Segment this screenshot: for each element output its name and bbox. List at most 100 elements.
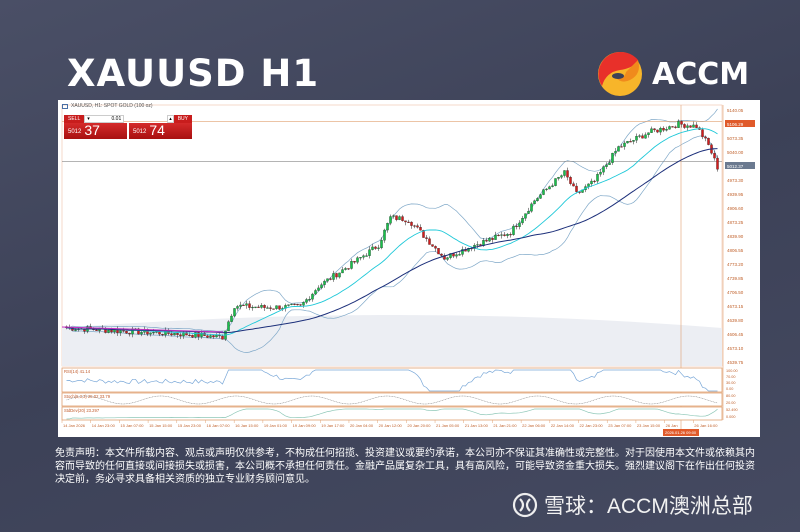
candle-bearish — [569, 177, 572, 184]
candle-bearish — [689, 125, 692, 128]
price-tick-label: 5106.29 — [727, 122, 744, 127]
candle-bullish — [119, 330, 122, 333]
candle-bearish — [329, 278, 332, 280]
time-tick-label: 20 Jan 12:00 — [379, 423, 403, 428]
candle-bearish — [629, 141, 632, 143]
candle-bearish — [248, 303, 251, 308]
candle-bullish — [542, 189, 545, 195]
increase-icon[interactable]: ▴ — [167, 115, 174, 123]
price-tick-label: 4539.75 — [727, 360, 744, 365]
price-tick-label: 4706.50 — [727, 290, 744, 295]
candle-bearish — [374, 246, 377, 249]
candle-bearish — [206, 335, 209, 338]
candle-bullish — [611, 152, 614, 163]
sell-price-big: 37 — [84, 122, 100, 138]
time-tick-label: 22 Jan 06:00 — [522, 423, 546, 428]
candle-bearish — [440, 253, 443, 256]
indicator-tick-label: 80.00 — [726, 394, 736, 398]
candle-bullish — [356, 257, 359, 263]
candle-bearish — [269, 307, 272, 309]
price-tag — [725, 162, 755, 169]
bollinger-lower — [66, 135, 718, 353]
candle-bullish — [239, 304, 242, 307]
candle-bullish — [290, 303, 293, 305]
candle-bullish — [308, 299, 311, 301]
indicator-panel-stoch — [61, 392, 723, 407]
candle-bullish — [317, 287, 320, 291]
candle-bearish — [656, 129, 659, 133]
candle-bearish — [620, 146, 623, 148]
candle-bearish — [401, 216, 404, 221]
candle-bullish — [539, 194, 542, 199]
candle-bearish — [431, 244, 434, 247]
time-tick-label: 26 Jan 16:00 — [694, 423, 718, 428]
indicator-tick-label: 100.00 — [726, 369, 738, 373]
indicator-line — [66, 395, 718, 405]
candle-bearish — [593, 180, 596, 182]
candle-bullish — [326, 278, 329, 282]
candle-bullish — [668, 126, 671, 130]
candle-bearish — [641, 135, 644, 139]
candle-bearish — [407, 221, 410, 223]
candle-bullish — [323, 280, 326, 285]
candle-bullish — [266, 307, 269, 309]
price-tick-label: 4773.20 — [727, 262, 744, 267]
candle-bullish — [587, 183, 590, 187]
indicator-line — [66, 408, 718, 420]
candle-bullish — [368, 249, 371, 256]
candle-bearish — [137, 328, 140, 335]
sell-button[interactable]: SELL ▾ 0.01 5012 37 — [64, 115, 127, 139]
candle-bullish — [605, 164, 608, 167]
moving-average-fast — [66, 128, 718, 336]
candle-bearish — [437, 248, 440, 255]
candle-bullish — [338, 272, 341, 278]
candle-bullish — [314, 290, 317, 295]
candle-bullish — [446, 257, 449, 260]
candle-bullish — [488, 238, 491, 242]
candle-bullish — [287, 304, 290, 306]
price-tick-label: 4906.60 — [727, 206, 744, 211]
candle-bearish — [515, 225, 518, 228]
candle-bearish — [713, 153, 716, 159]
candle-bearish — [716, 157, 719, 170]
price-tick-label: 4973.30 — [727, 178, 744, 183]
candle-bearish — [161, 333, 164, 336]
candle-bullish — [623, 142, 626, 147]
lot-size-stepper[interactable]: ▾ 0.01 — [84, 115, 125, 123]
candle-bearish — [242, 304, 245, 306]
candle-bullish — [359, 257, 362, 259]
price-tick-label: 4606.45 — [727, 332, 744, 337]
candle-bullish — [554, 178, 557, 186]
candle-bullish — [530, 203, 533, 212]
candle-bearish — [170, 333, 173, 336]
time-tick-label: 19 Jan 09:00 — [293, 423, 317, 428]
accm-logo-icon — [598, 51, 642, 96]
candle-bearish — [428, 238, 431, 245]
candle-bearish — [485, 240, 488, 242]
candle-bearish — [395, 215, 398, 220]
candle-bearish — [416, 225, 419, 228]
candle-bearish — [335, 273, 338, 278]
candle-bullish — [350, 260, 353, 269]
indicator-panel-rsi — [61, 367, 723, 393]
price-tick-label: 4839.90 — [727, 234, 744, 239]
price-chart[interactable]: 5140.05 5106.29 5073.35 5040.00 5012.37 4973.… — [58, 100, 760, 437]
decrease-icon[interactable]: ▾ — [87, 116, 90, 122]
candle-bullish — [467, 248, 470, 252]
time-tick-label: 16 Jan 15:00 — [235, 423, 259, 428]
candle-bullish — [677, 121, 680, 128]
price-tick-label: 4873.25 — [727, 220, 744, 225]
candle-bearish — [497, 234, 500, 237]
candle-bullish — [344, 268, 347, 270]
disclaimer-text: 免责声明：本文件所载内容、观点或声明仅供参考，不构成任何招揽、投资建议或要约承诺… — [55, 448, 755, 485]
buy-button[interactable]: ▴ BUY 5012 74 — [129, 115, 192, 139]
candle-bearish — [257, 306, 260, 308]
candle-bullish — [233, 308, 236, 317]
candle-bearish — [83, 328, 86, 332]
candle-bearish — [110, 330, 113, 333]
candle-bullish — [545, 188, 548, 190]
candle-bullish — [380, 240, 383, 249]
indicator-tick-label: 0.000 — [726, 415, 736, 419]
candle-bullish — [494, 234, 497, 240]
time-tick-label: 26 Jan — [666, 423, 678, 428]
